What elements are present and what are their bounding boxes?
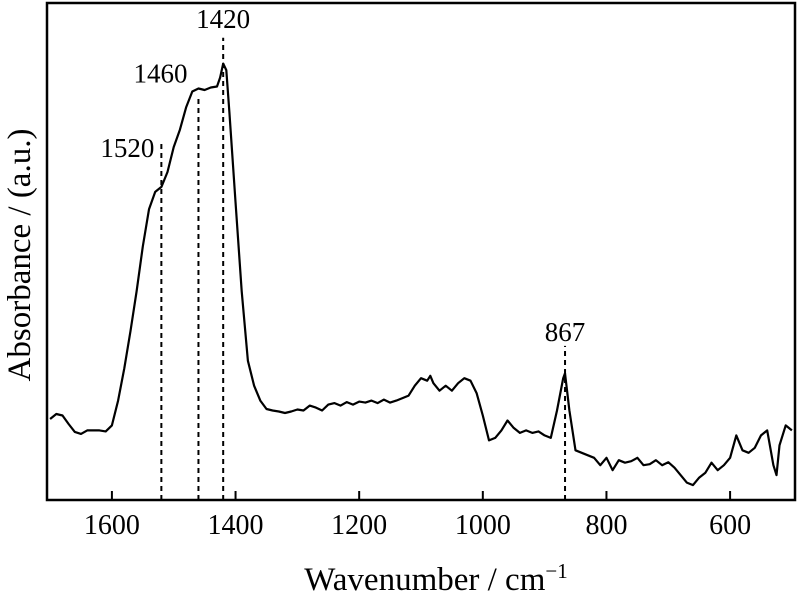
peak-labels: 1520 1460 1420 867	[100, 4, 585, 347]
peak-marker-lines	[160, 37, 567, 500]
x-axis-title: Wavenumber / cm−1	[304, 559, 567, 593]
x-tick-label-600: 600	[709, 510, 751, 541]
peak-label-1460: 1460	[133, 59, 187, 89]
y-axis-title: Absorbance / (a.u.)	[2, 129, 38, 382]
x-axis-title-text: Wavenumber / cm	[304, 562, 545, 593]
x-axis-title-superscript: −1	[545, 559, 567, 583]
x-tick-label-1600: 1600	[84, 510, 140, 541]
x-axis-ticks: 1600 1400 1200 1000 800 600	[84, 491, 751, 541]
x-tick-label-1400: 1400	[208, 510, 264, 541]
peak-label-867: 867	[545, 317, 586, 347]
x-tick-label-1000: 1000	[455, 510, 511, 541]
absorbance-spectrum-line	[49, 62, 793, 487]
plot-frame	[45, 1, 797, 502]
x-tick-label-1200: 1200	[331, 510, 387, 541]
x-tick-label-800: 800	[585, 510, 627, 541]
peak-label-1420: 1420	[196, 4, 250, 34]
peak-label-1520: 1520	[100, 133, 154, 163]
